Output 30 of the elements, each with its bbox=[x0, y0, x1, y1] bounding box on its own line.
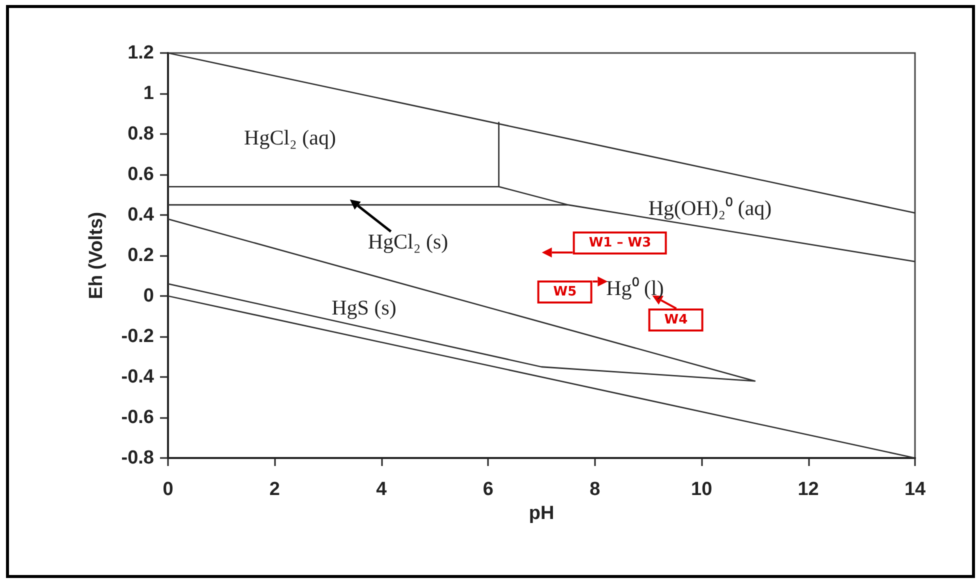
y-tick-label: 1 bbox=[143, 83, 154, 104]
y-tick-label: 0.6 bbox=[128, 164, 154, 185]
annotation: Hg(OH)₂⁰ (aq) bbox=[648, 195, 772, 221]
annotation: HgS (s) bbox=[332, 296, 396, 320]
x-tick-label: 0 bbox=[162, 479, 174, 500]
x-tick-label: 12 bbox=[798, 479, 819, 500]
line-series bbox=[167, 218, 756, 382]
y-tick-label: -0.6 bbox=[121, 407, 154, 428]
x-axis-title: pH bbox=[528, 502, 554, 524]
y-axis-title: Eh (Volts) bbox=[86, 212, 107, 300]
annotation: Hg⁰ (l) bbox=[606, 275, 664, 301]
annotation: W5 bbox=[537, 280, 593, 304]
y-tick-label: 1.2 bbox=[128, 42, 154, 64]
y-tick-label: 0.8 bbox=[128, 124, 154, 144]
y-tick-label: 0 bbox=[143, 286, 154, 306]
y-tick-label: 0.2 bbox=[128, 245, 154, 266]
x-tick-label: 4 bbox=[376, 479, 388, 500]
x-tick-label: 8 bbox=[590, 479, 600, 500]
y-tick-label: -0.4 bbox=[121, 366, 154, 388]
x-tick-label: 14 bbox=[904, 479, 926, 500]
annotation: W4 bbox=[648, 308, 704, 332]
annotation: HgCl₂ (s) bbox=[368, 230, 448, 254]
annotation: HgCl₂ (aq) bbox=[244, 126, 336, 150]
x-tick-label: 6 bbox=[482, 479, 494, 500]
y-tick-label: 0.4 bbox=[128, 204, 154, 226]
annotation: W1 – W3 bbox=[572, 232, 668, 254]
y-tick-label: -0.8 bbox=[121, 448, 154, 468]
y-tick-label: -0.2 bbox=[121, 326, 154, 347]
x-tick-label: 2 bbox=[269, 479, 280, 500]
x-tick-label: 10 bbox=[691, 479, 712, 500]
